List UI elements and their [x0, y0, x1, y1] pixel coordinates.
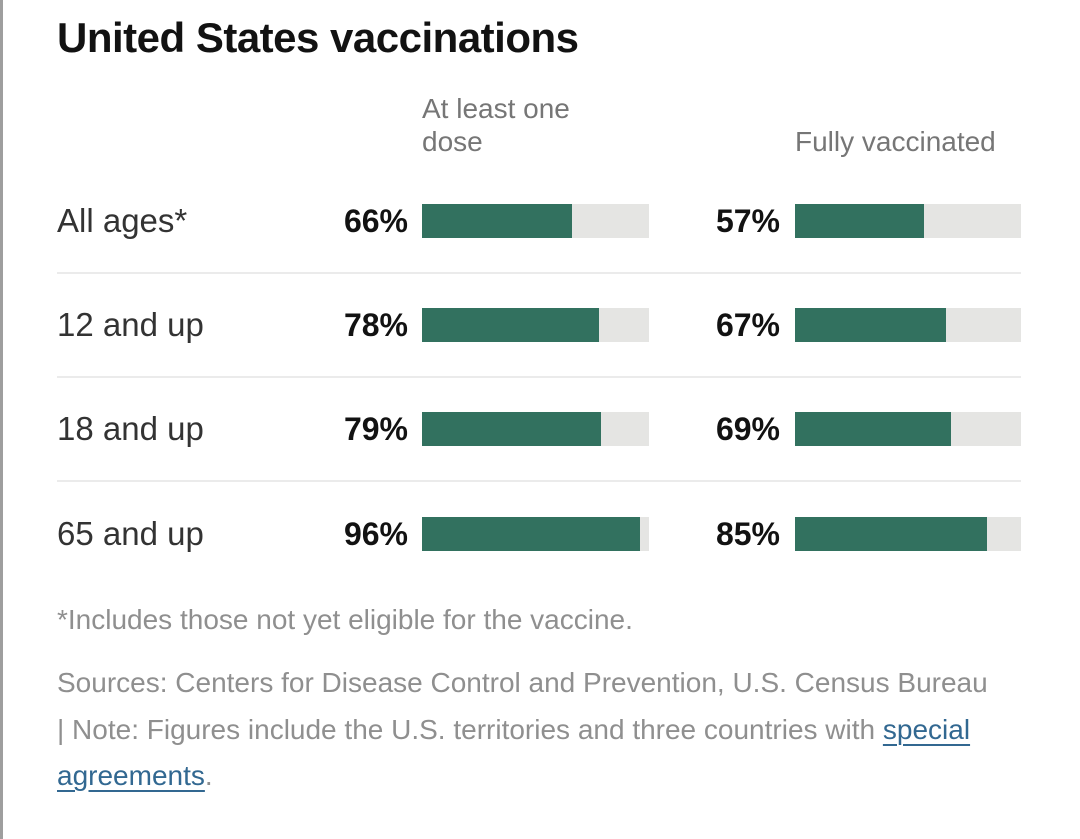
page-title: United States vaccinations: [57, 14, 579, 61]
table-row: 12 and up 78% 67%: [57, 274, 1021, 379]
column-headers: At least one dose Fully vaccinated: [57, 92, 1021, 158]
dose1-bar-track: [422, 308, 649, 343]
full-percent-value: 67%: [715, 306, 780, 343]
full-percent-value: 85%: [715, 515, 780, 552]
column-header-fully-vaccinated: Fully vaccinated: [795, 126, 996, 158]
full-bar-fill: [795, 204, 924, 239]
full-bar-track: [795, 308, 1021, 343]
dose1-percent-value: 66%: [343, 202, 408, 239]
row-label: 18 and up: [57, 410, 204, 448]
full-bar-track: [795, 412, 1021, 447]
footnote: *Includes those not yet eligible for the…: [57, 604, 633, 636]
full-bar-fill: [795, 517, 988, 552]
dose1-percent-value: 79%: [343, 410, 408, 447]
chart-card: United States vaccinations At least one …: [3, 0, 1080, 799]
table-row: All ages* 66% 57%: [57, 170, 1021, 275]
row-label: 12 and up: [57, 306, 204, 344]
sources-text: Sources: Centers for Disease Control and…: [57, 667, 988, 745]
dose1-bar-fill: [422, 412, 602, 447]
dose1-percent-value: 96%: [343, 515, 408, 552]
dose1-percent-value: 78%: [343, 306, 408, 343]
dose1-bar-fill: [422, 517, 640, 552]
dose1-bar-fill: [422, 204, 572, 239]
full-bar-track: [795, 204, 1021, 239]
table-row: 65 and up 96% 85%: [57, 482, 1021, 586]
full-bar-fill: [795, 412, 951, 447]
row-label: All ages*: [57, 202, 188, 240]
dose1-bar-track: [422, 412, 649, 447]
table-row: 18 and up 79% 69%: [57, 378, 1021, 483]
full-bar-track: [795, 517, 1021, 552]
dose1-bar-track: [422, 517, 649, 552]
sources-period: .: [204, 759, 213, 791]
full-percent-value: 57%: [715, 202, 780, 239]
column-header-at-least-one-dose: At least one dose: [422, 93, 570, 158]
full-bar-fill: [795, 308, 947, 343]
row-label: 65 and up: [57, 515, 204, 553]
dose1-bar-track: [422, 204, 649, 239]
special-agreements-link[interactable]: special agreements: [57, 713, 971, 791]
dose1-bar-fill: [422, 308, 600, 343]
sources-note: Sources: Centers for Disease Control and…: [57, 660, 1002, 799]
chart-rows: All ages* 66% 57% 12 and up 78% 67% 18 a…: [57, 170, 1021, 586]
full-percent-value: 69%: [715, 410, 780, 447]
